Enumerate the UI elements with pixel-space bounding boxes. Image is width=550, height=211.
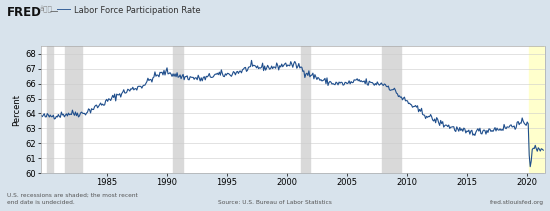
Bar (301, 46, 310, 173)
Bar (47, 46, 53, 173)
Bar (529, 46, 544, 173)
Text: FRED: FRED (7, 6, 41, 19)
Text: —: — (50, 7, 58, 16)
Text: Source: U.S. Bureau of Labor Statistics: Source: U.S. Bureau of Labor Statistics (218, 200, 332, 205)
Text: U.S. recessions are shaded; the most recent
end date is undecided.: U.S. recessions are shaded; the most rec… (7, 193, 138, 205)
Text: fred.stlouisfed.org: fred.stlouisfed.org (490, 200, 543, 205)
Bar (173, 46, 183, 173)
Bar (382, 46, 401, 173)
Text: Labor Force Participation Rate: Labor Force Participation Rate (74, 6, 200, 15)
Bar (65, 46, 82, 173)
Text: â: â (40, 6, 52, 14)
Y-axis label: Percent: Percent (13, 94, 21, 126)
